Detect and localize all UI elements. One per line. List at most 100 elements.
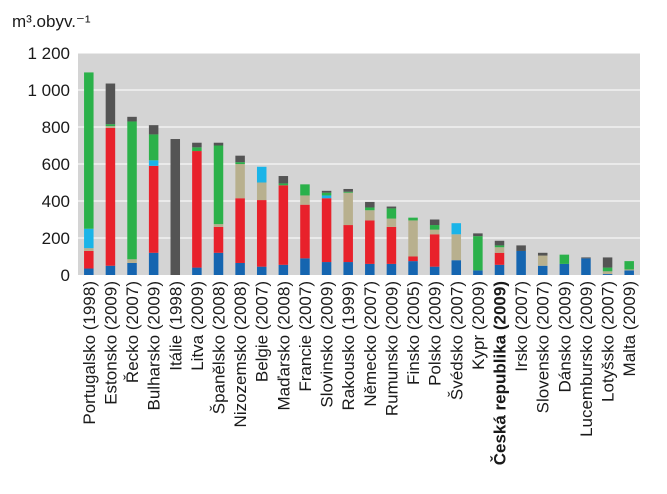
- bar-segment: [105, 83, 116, 125]
- bar-segment: [429, 266, 440, 275]
- x-tick-label: Slovinsko (2009): [318, 281, 337, 408]
- bar-segment: [386, 226, 397, 264]
- x-tick-label: Finsko (2005): [404, 281, 423, 385]
- bar-segment: [300, 204, 310, 259]
- bar-segment: [559, 254, 570, 264]
- x-tick-label: Švédsko (2007): [447, 281, 466, 400]
- bar-segment: [256, 200, 267, 267]
- x-tick-label: Rakousko (1999): [339, 281, 358, 410]
- bar-segment: [386, 218, 397, 227]
- bar-segment: [321, 262, 332, 275]
- bar-segment: [429, 219, 440, 226]
- bar-segment: [148, 165, 159, 253]
- bar-segment: [300, 184, 310, 196]
- x-tick-label: Rumunsko (2009): [382, 281, 401, 416]
- x-tick-label: Belgie (2007): [253, 281, 272, 382]
- x-tick-label: Španělsko (2008): [210, 281, 229, 414]
- bar-segment: [235, 164, 245, 199]
- bar-segment: [408, 256, 418, 262]
- bar-segment: [386, 208, 397, 219]
- bar-segment: [213, 145, 224, 225]
- bar-segment: [300, 195, 310, 205]
- bar-segment: [473, 233, 483, 237]
- bar-segment: [408, 261, 418, 275]
- bar-segment: [192, 151, 202, 268]
- bar-segment: [365, 210, 375, 221]
- bar-segment: [494, 247, 505, 253]
- y-axis-ticks: 0 200 400 600 800 1 000 1 200: [27, 44, 70, 285]
- x-axis-labels: Portugalsko (1998) Estonsko (2009) Řecko (…: [80, 281, 639, 465]
- bar-segment: [494, 264, 505, 275]
- x-tick-label: Německo (2007): [361, 281, 380, 407]
- x-tick-label: Itálie (1998): [166, 281, 185, 371]
- bar-segment: [386, 206, 397, 209]
- bar-segment: [127, 262, 137, 275]
- bar-segment: [256, 166, 267, 183]
- bar-segment: [127, 116, 137, 122]
- bar-segment: [235, 155, 245, 163]
- y-tick-label: 200: [42, 229, 70, 248]
- bar-segment: [256, 182, 267, 201]
- bar-segment: [602, 274, 613, 275]
- bar-segment: [84, 72, 94, 229]
- bar-segment: [365, 220, 375, 264]
- bar-segment: [321, 198, 332, 263]
- x-tick-label: Malta (2009): [620, 281, 639, 376]
- bar-segment: [148, 125, 159, 135]
- x-tick-label: Česká republika (2009): [491, 281, 510, 465]
- bar-segment: [192, 142, 202, 148]
- bar-segment: [235, 262, 245, 275]
- x-tick-label: Slovensko (2007): [534, 281, 553, 413]
- bar-segment: [278, 185, 289, 265]
- bar-segment: [451, 223, 462, 235]
- bar-segment: [602, 257, 613, 268]
- bar-segment: [321, 192, 332, 196]
- bar-segment: [343, 225, 353, 263]
- bar-segment: [278, 183, 289, 186]
- y-tick-label: 800: [42, 118, 70, 137]
- bar-segment: [148, 252, 159, 275]
- bar-segment: [537, 255, 548, 266]
- bar-segment: [343, 191, 353, 193]
- bar-segment: [343, 262, 353, 275]
- x-tick-label: Maďarsko (2008): [274, 281, 293, 411]
- bar-segment: [300, 258, 310, 275]
- bar-segment: [624, 269, 634, 271]
- bar-segment: [343, 192, 353, 226]
- x-tick-label: Polsko (2009): [426, 281, 445, 386]
- bar-segment: [624, 261, 634, 270]
- bar-segment: [84, 248, 94, 251]
- bar-segment: [365, 263, 375, 275]
- bar-segment: [516, 250, 526, 275]
- bar-segment: [127, 121, 137, 260]
- bar-segment: [127, 259, 137, 263]
- bar-segment: [321, 195, 332, 199]
- bar-segment: [84, 250, 94, 269]
- bar-segment: [386, 263, 397, 275]
- bar-segment: [213, 226, 224, 253]
- bar-segment: [365, 201, 375, 208]
- bar-segment: [429, 229, 440, 235]
- bar-segment: [105, 127, 116, 266]
- x-tick-label: Bulharsko (2009): [145, 281, 164, 410]
- bar-segment: [624, 270, 634, 275]
- bar-segment: [602, 267, 613, 272]
- x-tick-label: Řecko (2007): [123, 281, 142, 383]
- bar-segment: [494, 252, 505, 265]
- bar-segment: [213, 252, 224, 275]
- y-tick-label: 0: [61, 266, 70, 285]
- bar-segment: [494, 245, 505, 248]
- bar-segment: [84, 228, 94, 249]
- x-tick-label: Portugalsko (1998): [80, 281, 99, 425]
- bar-segment: [148, 160, 159, 166]
- x-tick-label: Estonsko (2009): [101, 281, 120, 405]
- bar-segment: [148, 134, 159, 161]
- y-tick-label: 1 200: [27, 44, 70, 63]
- bar-segment: [213, 142, 224, 146]
- bar-segment: [581, 257, 591, 259]
- bar-segment: [365, 207, 375, 211]
- x-tick-label: Lucembursko (2009): [577, 281, 596, 437]
- x-tick-label: Lotyšsko (2007): [599, 281, 618, 402]
